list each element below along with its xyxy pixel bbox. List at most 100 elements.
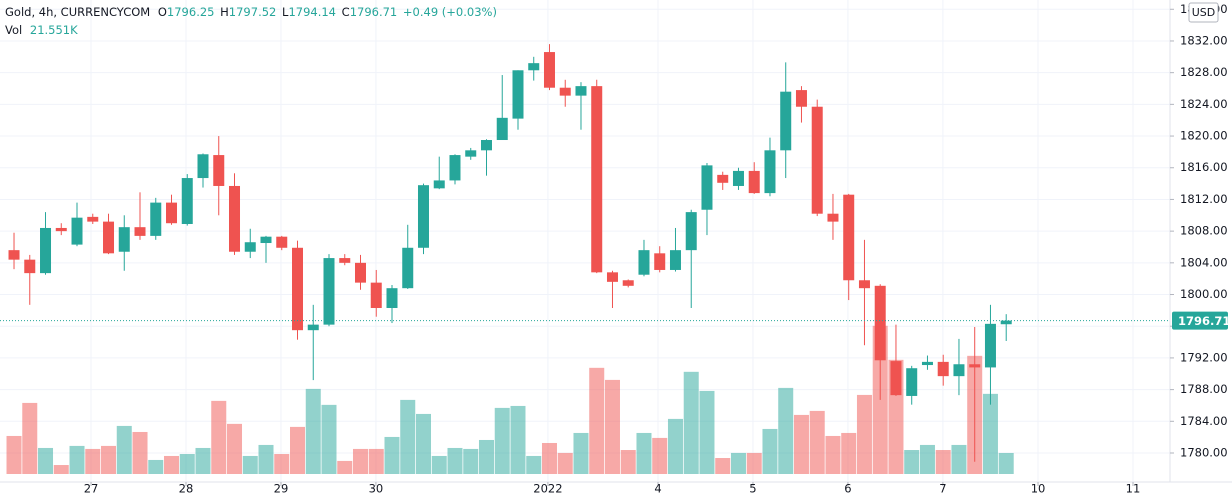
volume-bar — [636, 432, 652, 474]
low-label: L — [282, 5, 289, 19]
x-tick-label: 4 — [654, 482, 661, 496]
volume-bar — [116, 425, 132, 474]
candle-body — [354, 262, 366, 283]
candle-body — [323, 258, 335, 325]
volume-bar — [164, 455, 180, 474]
candle-body — [118, 227, 130, 252]
candle-body — [874, 285, 886, 361]
last-price-box — [1172, 311, 1228, 330]
volume-bar — [778, 387, 794, 474]
close-value: 1796.71 — [350, 5, 398, 19]
candle-body — [370, 282, 382, 308]
volume-bar — [85, 448, 101, 474]
currency-badge[interactable] — [1188, 2, 1219, 23]
volume-bar — [573, 432, 589, 474]
volume-bar — [132, 431, 148, 474]
volume-label: Vol — [5, 23, 22, 37]
candle-body — [669, 250, 681, 270]
volume-bar — [478, 439, 494, 474]
candle-body — [858, 280, 870, 289]
x-tick-label: 30 — [369, 482, 384, 496]
symbol: Gold, 4h, CURRENCYCOM — [5, 5, 150, 19]
x-tick-label: 10 — [1031, 482, 1046, 496]
candle-body — [87, 216, 99, 222]
candle-body — [480, 140, 492, 151]
candle-body — [417, 185, 429, 248]
low-value: 1794.14 — [288, 5, 336, 19]
volume-bar — [825, 435, 841, 474]
volume-bar — [589, 367, 605, 474]
x-tick-label: 28 — [179, 482, 194, 496]
volume-bar — [982, 393, 998, 474]
y-tick-label: 1780.00 — [1180, 445, 1228, 459]
volume-bar — [904, 450, 920, 474]
candle-body — [906, 368, 918, 396]
volume-bar — [683, 371, 699, 474]
volume-bar — [274, 454, 290, 474]
candle-body — [433, 180, 445, 189]
high-label: H — [220, 5, 229, 19]
volume-bar — [352, 448, 368, 474]
change: +0.49 (+0.03%) — [403, 5, 497, 19]
volume-bar — [148, 459, 164, 474]
volume-bar — [179, 454, 195, 474]
candle-body — [969, 364, 981, 368]
x-tick-label: 6 — [844, 482, 851, 496]
candle-body — [339, 258, 351, 263]
candle-body — [543, 52, 555, 88]
volume-bar — [841, 432, 857, 474]
x-tick-label: 7 — [939, 482, 946, 496]
candle-body — [229, 185, 241, 252]
volume-bar — [793, 414, 809, 474]
candle-body — [717, 174, 729, 183]
volume-bar — [699, 390, 715, 474]
candle-body — [134, 227, 146, 236]
x-tick-label: 11 — [1126, 482, 1141, 496]
volume-bar — [69, 445, 85, 474]
candle-body — [166, 202, 178, 224]
y-tick-label: 1816.00 — [1180, 160, 1228, 174]
candle-body — [654, 253, 666, 270]
volume-bar — [384, 436, 400, 474]
open-value: 1796.25 — [167, 5, 215, 19]
candle-body — [953, 364, 965, 377]
candle-body — [244, 242, 256, 252]
volume-bar — [541, 442, 557, 474]
candle-body — [559, 87, 571, 96]
volume-bar — [935, 450, 951, 474]
volume-bar — [258, 444, 274, 474]
volume-legend: Vol 21.551K — [5, 23, 78, 37]
volume-bar — [447, 447, 463, 474]
y-tick-label: 1792.00 — [1180, 350, 1228, 364]
candle-body — [591, 86, 603, 273]
candle-body — [528, 63, 540, 71]
legend-line: Gold, 4h, CURRENCYCOM O1796.25 H1797.52 … — [5, 5, 497, 19]
candle-body — [307, 324, 319, 331]
x-tick-label: 5 — [749, 482, 756, 496]
candle-body — [24, 259, 36, 274]
volume-bar — [856, 394, 872, 474]
volume-bar — [919, 444, 935, 474]
x-tick-label: 29 — [274, 482, 289, 496]
volume-bar — [195, 447, 211, 474]
candle-body — [732, 170, 744, 186]
candle-body — [213, 155, 225, 186]
candle-body — [292, 247, 304, 331]
candle-body — [780, 91, 792, 151]
volume-bar — [715, 458, 731, 474]
currency-label: USD — [1192, 6, 1216, 19]
candle-body — [150, 202, 162, 236]
candle-body — [685, 212, 697, 251]
volume-bar — [620, 450, 636, 474]
x-tick-label: 2022 — [533, 482, 562, 496]
candle-body — [512, 70, 524, 119]
candle-body — [638, 250, 650, 275]
high-value: 1797.52 — [229, 5, 277, 19]
volume-bar — [211, 400, 227, 474]
volume-bar — [463, 448, 479, 474]
volume-bar — [6, 435, 22, 474]
y-tick-label: 1800.00 — [1180, 287, 1228, 301]
volume-value: 21.551K — [30, 23, 78, 37]
candle-body — [843, 194, 855, 281]
y-tick-label: 1788.00 — [1180, 382, 1228, 396]
